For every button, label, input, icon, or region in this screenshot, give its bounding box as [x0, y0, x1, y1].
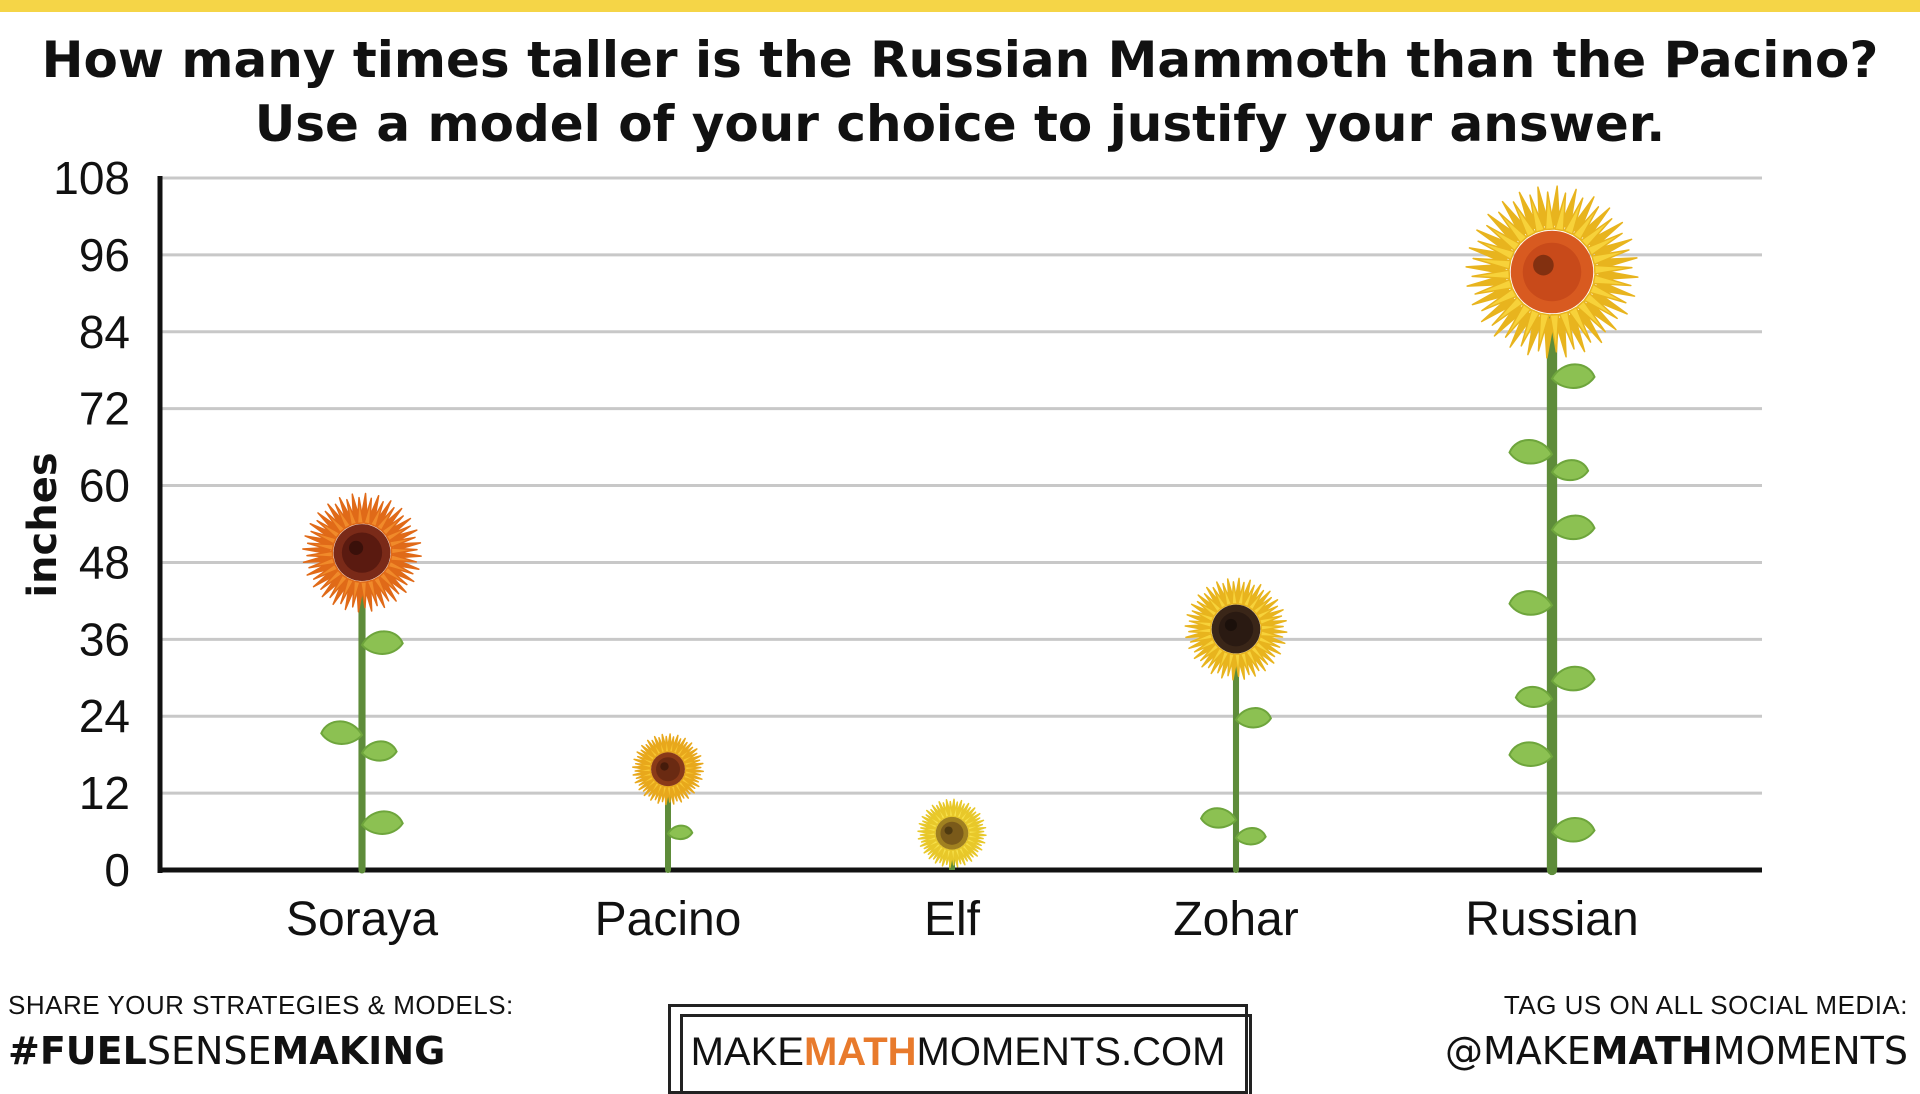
sunflower-leaf	[1234, 826, 1267, 846]
website-link[interactable]: MAKEMATHMOMENTS.COM	[668, 1030, 1248, 1075]
hashtag-part-1: #FUEL	[8, 1029, 147, 1073]
sunflower-leaf	[360, 740, 398, 762]
title-line-1: How many times taller is the Russian Mam…	[41, 31, 1879, 89]
sunflower-icon	[632, 733, 704, 873]
petal-ring	[306, 496, 418, 609]
sunflower-leaf	[1550, 665, 1596, 692]
petal-ring	[1471, 191, 1633, 353]
sunflower-seed-spot	[1533, 254, 1554, 276]
sunflower-leaf	[1508, 741, 1554, 767]
sunflower-leaf	[1508, 439, 1554, 465]
sunflower-leaf	[360, 630, 404, 655]
sunflower-center	[1218, 611, 1254, 647]
y-tick-label: 96	[79, 229, 130, 281]
hashtag-part-2: SENSE	[146, 1029, 272, 1073]
y-tick-label: 48	[79, 536, 130, 588]
y-tick-label: 36	[79, 613, 130, 665]
x-tick-label: Zohar	[1173, 893, 1298, 946]
y-tick-label: 72	[79, 383, 130, 435]
x-tick-label: Elf	[924, 893, 981, 946]
x-tick-label: Soraya	[286, 893, 438, 946]
sunflower-leaf	[360, 810, 404, 835]
sunflower-seed-spot	[348, 540, 364, 555]
y-tick-label: 24	[79, 690, 130, 742]
x-tick-label: Russian	[1465, 893, 1638, 946]
y-tick-label: 108	[53, 152, 130, 204]
sunflower-leaf	[1550, 817, 1596, 843]
y-tick-label: 0	[104, 844, 130, 896]
petal-ring	[919, 800, 985, 866]
grid-lines	[160, 176, 1762, 795]
question-title: How many times taller is the Russian Mam…	[0, 28, 1920, 156]
y-tick-label: 60	[79, 460, 130, 512]
sunflower-leaf	[1550, 514, 1596, 541]
sunflower-center	[1522, 242, 1582, 302]
logo-accent: MATH	[803, 1030, 917, 1074]
social-handle[interactable]: @MAKEMATHMOMENTS	[1445, 1029, 1908, 1073]
sunflower-seed-spot	[1224, 618, 1238, 632]
sunflower-icon	[1465, 185, 1639, 876]
sunflower-leaf	[1514, 685, 1554, 708]
handle-part-3: MOMENTS	[1712, 1029, 1908, 1073]
handle-part-2: MATH	[1590, 1029, 1713, 1073]
y-tick-label: 84	[79, 306, 130, 358]
sunflower-seed-spot	[660, 762, 669, 771]
top-accent-bar	[0, 0, 1920, 12]
title-line-2: Use a model of your choice to justify yo…	[254, 95, 1666, 153]
sunflower-icon	[302, 492, 422, 874]
sunflower-leaf	[1550, 459, 1590, 482]
social-tag-block: TAG US ON ALL SOCIAL MEDIA: @MAKEMATHMOM…	[1445, 990, 1908, 1073]
share-strategies-block: SHARE YOUR STRATEGIES & MODELS: #FUELSEN…	[8, 990, 514, 1073]
sunflower-center	[656, 757, 680, 782]
sunflower-center	[940, 821, 964, 845]
hashtag-part-3: MAKING	[271, 1029, 446, 1073]
sunflower-leaf	[1234, 707, 1273, 729]
logo-part-2: MOMENTS.COM	[916, 1030, 1226, 1074]
petal-ring	[634, 735, 702, 803]
sunflower-leaf	[1550, 363, 1596, 389]
sunflower-center	[341, 532, 383, 573]
sunflower-leaf	[1508, 590, 1554, 616]
sunflower-leaf	[320, 720, 364, 745]
sunflower-seed-spot	[944, 826, 953, 835]
handle-part-1: @MAKE	[1445, 1029, 1591, 1073]
hashtag[interactable]: #FUELSENSEMAKING	[8, 1029, 514, 1073]
x-tick-label: Pacino	[595, 893, 742, 946]
axes	[157, 176, 1762, 873]
share-label: SHARE YOUR STRATEGIES & MODELS:	[8, 990, 514, 1020]
sunflower-icon	[1184, 577, 1288, 874]
y-axis-title: inches	[20, 452, 66, 597]
sunflower-leaf	[1199, 807, 1238, 829]
tag-label: TAG US ON ALL SOCIAL MEDIA:	[1503, 990, 1908, 1020]
sunflower-leaf	[666, 824, 694, 841]
logo-frame-inner	[680, 1014, 1252, 1094]
sunflower-icon	[917, 798, 987, 870]
axis-labels: 0 12 24 36 48 60 72 84 96 108 inches Soraya Pacino El…	[20, 152, 1639, 946]
sunflower-marks	[302, 185, 1639, 876]
y-tick-label: 12	[79, 767, 130, 819]
logo-part-1: MAKE	[690, 1030, 804, 1074]
petal-ring	[1188, 581, 1284, 677]
